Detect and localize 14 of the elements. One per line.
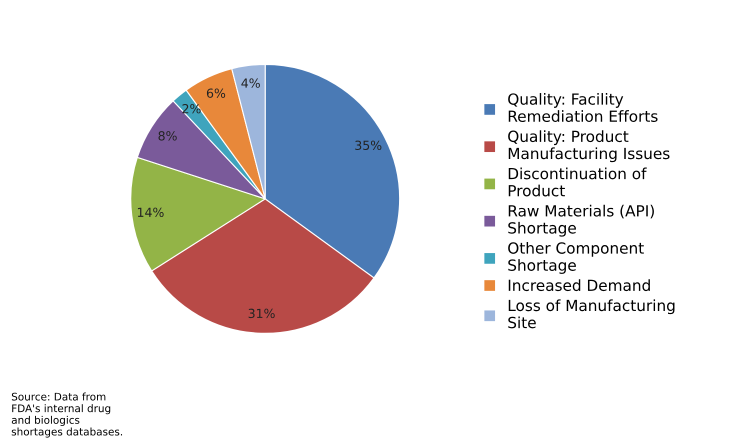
data-label: 31% xyxy=(248,308,275,318)
legend-label: Quality: Facility Remediation Efforts xyxy=(508,93,658,122)
data-label: 8% xyxy=(158,131,177,141)
legend-label: Discontinuation of Product xyxy=(508,168,647,196)
data-label: 14% xyxy=(138,208,164,218)
source-note: Source: Data from FDA's internal drug and biologics shortages databases. xyxy=(12,392,122,438)
data-label: 6% xyxy=(206,88,226,98)
legend-label: Increased Demand xyxy=(508,279,650,292)
legend-label: Raw Materials (API) Shortage xyxy=(508,204,654,237)
legend-label: Other Component Shortage xyxy=(508,242,644,274)
legend-label: Quality: Product Manufacturing Issues xyxy=(508,130,670,162)
legend-label: Loss of Manufacturing Site xyxy=(508,299,674,328)
data-label: 4% xyxy=(241,78,260,88)
data-label: 35% xyxy=(355,140,382,150)
